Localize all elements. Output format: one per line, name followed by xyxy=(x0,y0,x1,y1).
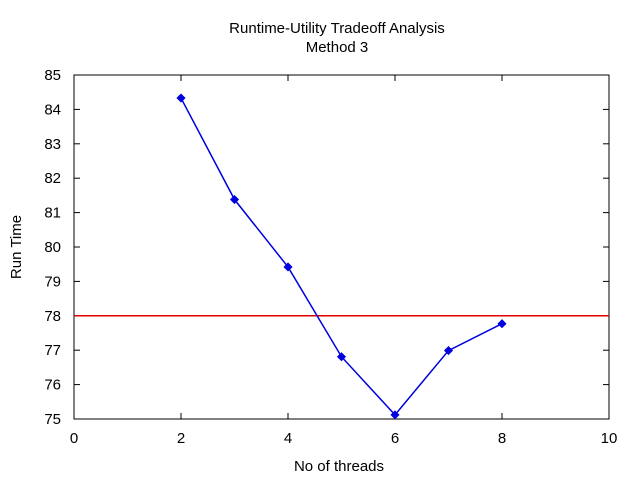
series-line xyxy=(180,97,503,417)
x-tick-label: 8 xyxy=(498,430,506,447)
y-tick-label: 82 xyxy=(44,170,61,187)
x-tick-label: 4 xyxy=(284,430,292,447)
y-tick-label: 85 xyxy=(44,67,61,84)
data-point xyxy=(336,352,347,362)
x-axis-label: No of threads xyxy=(294,458,384,475)
chart-subtitle: Method 3 xyxy=(306,39,369,56)
x-tick-label: 10 xyxy=(601,430,618,447)
data-point xyxy=(176,93,186,103)
y-tick-label: 84 xyxy=(44,101,61,118)
series-group xyxy=(176,93,507,420)
y-axis: 75 76 77 78 79 80 81 82 83 84 85 xyxy=(44,67,609,428)
x-tick-label: 0 xyxy=(70,430,78,447)
y-tick-label: 81 xyxy=(44,205,61,222)
data-point xyxy=(283,262,293,272)
y-tick-label: 83 xyxy=(44,136,61,153)
y-tick-label: 80 xyxy=(44,239,61,256)
plot-frame xyxy=(73,74,610,420)
x-tick-label: 6 xyxy=(391,430,399,447)
y-tick-label: 77 xyxy=(44,342,61,359)
x-tick-label: 2 xyxy=(177,430,185,447)
y-tick-label: 76 xyxy=(44,377,61,394)
y-tick-label: 75 xyxy=(44,411,61,428)
chart-title: Runtime-Utility Tradeoff Analysis xyxy=(229,20,445,37)
y-tick-label: 78 xyxy=(44,308,61,325)
data-point xyxy=(390,410,400,420)
y-tick-label: 79 xyxy=(44,273,61,290)
data-point xyxy=(229,194,240,205)
data-point xyxy=(497,319,507,329)
data-point xyxy=(443,345,454,356)
x-axis: 0 2 4 6 8 10 xyxy=(70,75,618,447)
y-axis-label: Run Time xyxy=(8,215,25,279)
